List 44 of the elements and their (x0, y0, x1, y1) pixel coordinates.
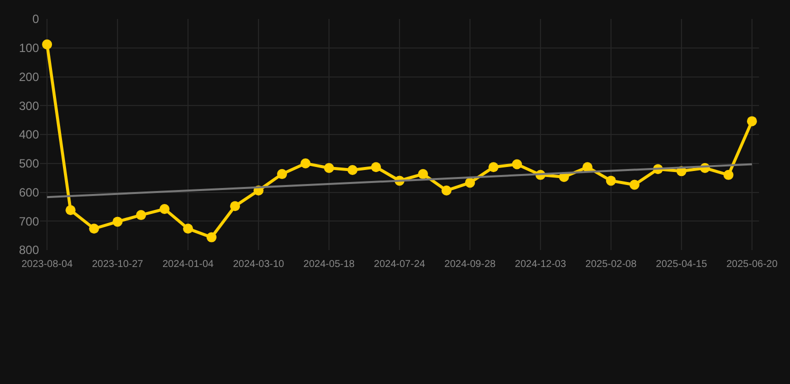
point (512, 159, 522, 170)
point (136, 210, 146, 220)
point (300, 158, 311, 168)
x-tick-label: 2024-03-10 (232, 259, 285, 270)
y-tick-label: 0 (32, 12, 40, 26)
y-tick-label: 100 (18, 41, 40, 56)
x-tick-label: 2024-07-24 (374, 259, 426, 270)
y-tick-label: 400 (18, 128, 40, 142)
point (488, 162, 498, 172)
point (160, 204, 170, 214)
point (606, 176, 616, 186)
x-tick-label: 2024-05-18 (303, 259, 356, 270)
y-tick-label: 800 (18, 243, 40, 258)
point (112, 216, 123, 227)
point (42, 39, 52, 50)
point (89, 224, 100, 234)
point (464, 178, 475, 188)
point (324, 163, 334, 173)
point (206, 232, 217, 242)
point (582, 162, 592, 172)
x-tick-label: 2025-04-15 (656, 259, 708, 270)
y-tick-label: 600 (18, 185, 40, 200)
point (183, 224, 194, 234)
point (746, 116, 757, 126)
point (441, 186, 452, 196)
point (348, 165, 358, 176)
point (418, 169, 428, 180)
x-tick-label: 2024-12-03 (514, 259, 566, 270)
y-tick-label: 700 (18, 214, 40, 228)
x-tick-label: 2024-01-04 (162, 259, 214, 270)
point (66, 205, 76, 216)
point (277, 169, 288, 180)
point (230, 201, 240, 212)
x-tick-label: 2025-06-20 (726, 259, 778, 270)
x-tick-label: 2023-10-27 (92, 259, 144, 270)
point (723, 170, 734, 180)
point (371, 162, 381, 172)
x-tick-label: 2023-08-04 (21, 259, 74, 270)
x-tick-label: 2025-02-08 (585, 259, 637, 270)
y-tick-label: 200 (18, 70, 40, 84)
x-tick-label: 2024-09-28 (444, 259, 496, 270)
y-tick-label: 300 (18, 98, 40, 113)
y-tick-label: 500 (18, 156, 40, 171)
point (629, 180, 640, 190)
